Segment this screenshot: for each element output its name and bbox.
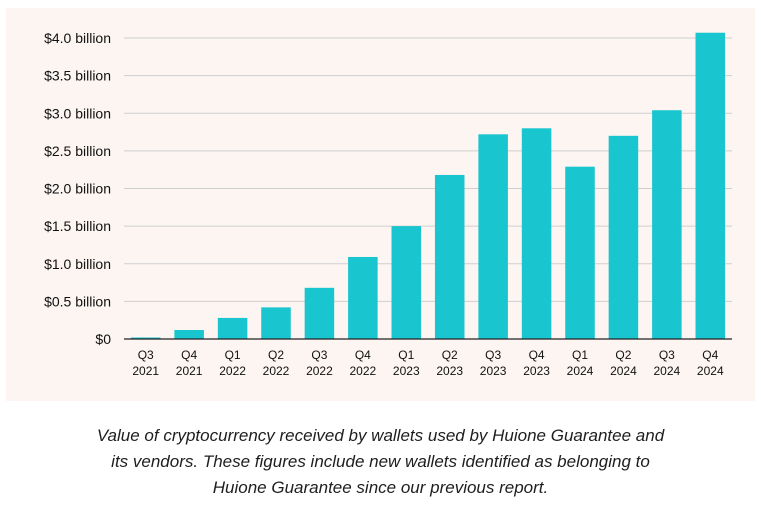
bar [521,128,552,339]
x-tick-label-quarter: Q3 [659,348,675,362]
x-tick-label-quarter: Q4 [181,348,197,362]
x-tick-label-quarter: Q1 [572,348,588,362]
x-tick-label-year: 2024 [654,364,681,378]
y-tick-label: $0 [95,331,111,347]
y-tick-label: $2.5 billion [44,143,111,159]
x-tick-label-year: 2023 [393,364,420,378]
x-tick-label-year: 2024 [567,364,594,378]
y-tick-label: $1.0 billion [44,256,111,272]
x-tick-label-year: 2024 [610,364,637,378]
gridlines [124,37,732,302]
bar [478,134,508,339]
tick-labels: $0 $0.5 billion $1.0 billion $1.5 billion $2… [44,30,724,378]
y-tick-label: $2.0 billion [44,181,111,197]
x-tick-label-year: 2023 [436,364,463,378]
x-tick-label-quarter: Q2 [442,348,458,362]
x-tick-label-year: 2023 [480,364,507,378]
x-tick-label-quarter: Q3 [311,348,327,362]
y-tick-label: $3.5 billion [44,68,111,84]
x-tick-label-quarter: Q3 [485,348,501,362]
x-tick-label-quarter: Q4 [702,348,718,362]
y-tick-label: $1.5 billion [44,218,111,234]
x-tick-label-year: 2022 [219,364,246,378]
x-tick-label-quarter: Q4 [355,348,371,362]
bar [130,337,161,339]
bar [217,317,248,339]
y-tick-label: $4.0 billion [44,30,111,46]
caption-line-1: Value of cryptocurrency received by wall… [96,426,665,445]
bar [434,174,465,339]
chart-caption: Value of cryptocurrency received by wall… [0,423,761,501]
y-tick-label: $0.5 billion [44,293,111,309]
chart-panel: $0 $0.5 billion $1.0 billion $1.5 billion $2… [6,8,755,401]
bar [391,226,422,339]
x-tick-label-quarter: Q2 [615,348,631,362]
x-tick-label-quarter: Q4 [529,348,545,362]
x-tick-label-year: 2022 [306,364,333,378]
bar [565,166,595,339]
caption-line-2: its vendors. These figures include new w… [111,452,650,471]
bar [652,110,682,340]
x-tick-label-year: 2021 [176,364,203,378]
bar [304,287,335,339]
bar [174,329,204,339]
x-tick-label-year: 2022 [263,364,290,378]
bar [261,307,291,339]
bar-chart: $0 $0.5 billion $1.0 billion $1.5 billion $2… [44,30,732,378]
y-tick-label: $3.0 billion [44,105,111,121]
caption-line-3: Huione Guarantee since our previous repo… [212,478,549,497]
x-tick-label-year: 2021 [132,364,159,378]
bars [130,32,726,340]
x-tick-label-year: 2022 [350,364,377,378]
bar [695,32,726,340]
x-tick-label-quarter: Q3 [138,348,154,362]
x-tick-label-quarter: Q1 [225,348,241,362]
bar [348,256,378,339]
x-tick-label-year: 2024 [697,364,724,378]
x-tick-label-year: 2023 [523,364,550,378]
x-tick-label-quarter: Q1 [398,348,414,362]
bar [608,135,639,339]
x-tick-label-quarter: Q2 [268,348,284,362]
